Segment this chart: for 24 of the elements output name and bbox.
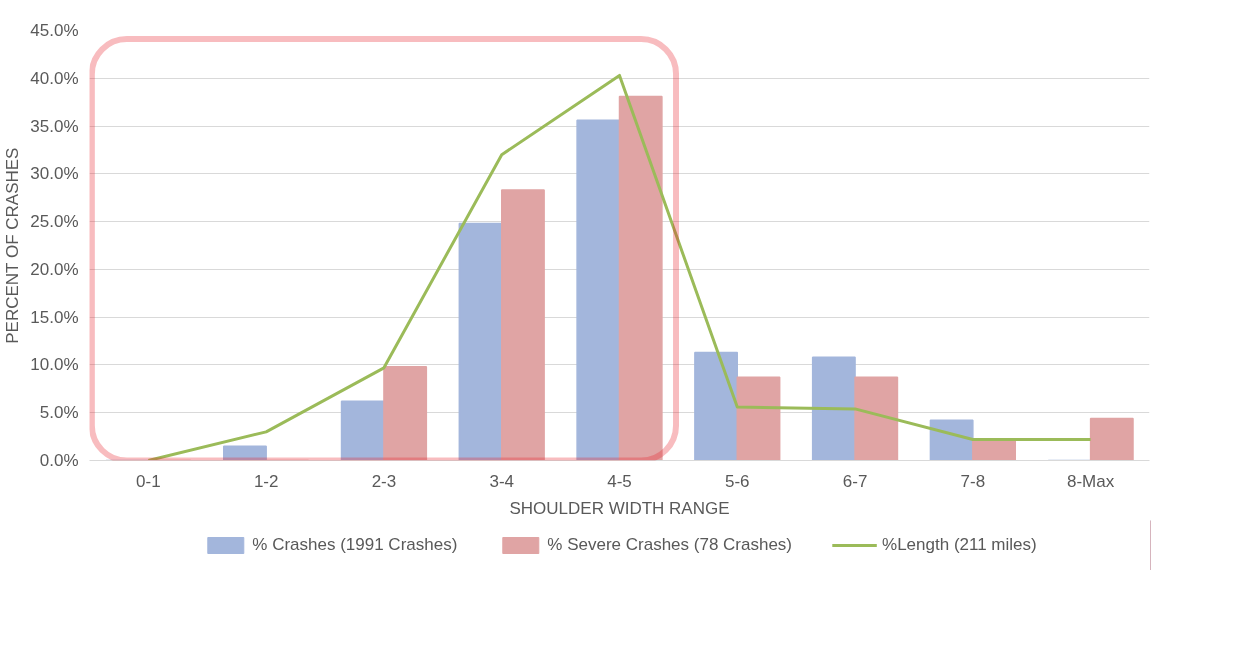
x-tick-label: 2-3 — [371, 471, 397, 491]
y-tick-label: 25.0% — [30, 212, 79, 232]
x-tick-label: 8-Max — [1067, 471, 1115, 491]
y-tick-label: 35.0% — [30, 116, 79, 136]
x-tick-label: 4-5 — [607, 471, 632, 491]
y-tick-label: 5.0% — [39, 403, 79, 423]
y-tick-label: 45.0% — [30, 21, 79, 40]
y-tick-label: 0.0% — [39, 451, 79, 470]
y-axis-title: PERCENT OF CRASHES — [3, 147, 23, 344]
x-tick-label: 7-8 — [960, 471, 986, 491]
x-axis-title: SHOULDER WIDTH RANGE — [509, 498, 730, 518]
y-tick-label: 15.0% — [30, 307, 79, 327]
x-tick-label: 0-1 — [136, 471, 161, 491]
x-tick-label: 1-2 — [253, 471, 279, 491]
legend-label: % Crashes (1991 Crashes) — [252, 535, 458, 555]
y-tick-label: 10.0% — [30, 355, 79, 375]
legend-label: %Length (211 miles) — [882, 535, 1037, 555]
y-tick-label: 40.0% — [30, 68, 79, 88]
x-tick-label: 5-6 — [724, 471, 750, 491]
x-tick-label: 6-7 — [842, 471, 868, 491]
legend-label: % Severe Crashes (78 Crashes) — [547, 535, 793, 555]
y-tick-label: 30.0% — [30, 164, 79, 184]
x-tick-label: 3-4 — [489, 471, 515, 491]
y-tick-label: 20.0% — [30, 259, 79, 279]
